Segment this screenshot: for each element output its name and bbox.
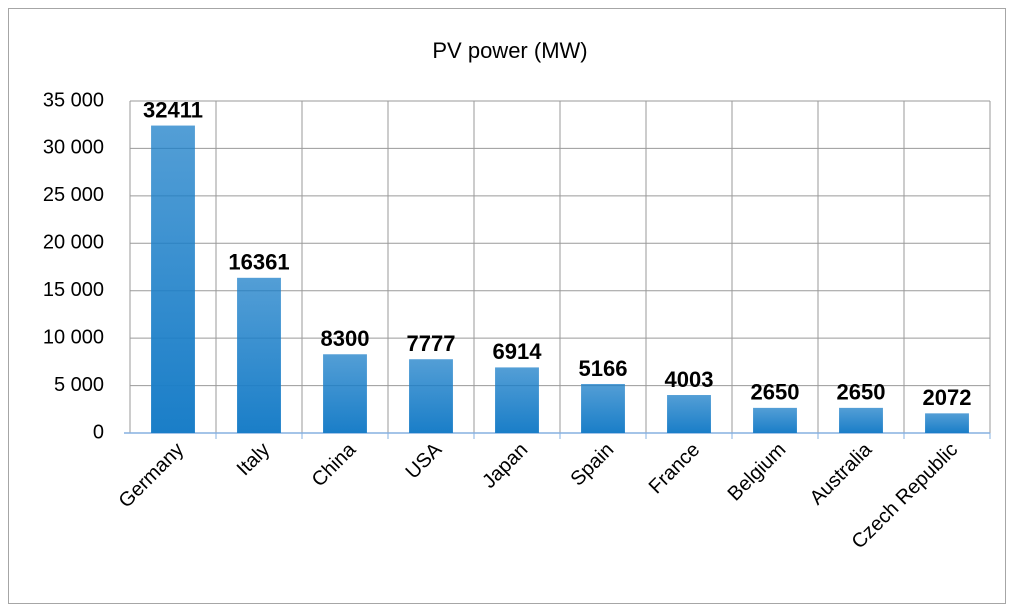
y-tick-label: 25 000 <box>43 184 104 206</box>
bar <box>667 395 711 433</box>
y-tick-label: 5 000 <box>54 374 104 396</box>
value-label: 6914 <box>493 339 543 364</box>
value-label: 2072 <box>923 385 972 410</box>
value-label: 16361 <box>228 250 289 275</box>
value-label: 2650 <box>837 380 886 405</box>
y-tick-label: 35 000 <box>43 89 104 111</box>
chart-title: PV power (MW) <box>432 38 587 63</box>
bar <box>409 359 453 433</box>
bar <box>839 407 883 433</box>
value-label: 5166 <box>579 356 628 381</box>
bar <box>581 383 625 433</box>
bar <box>495 367 539 433</box>
bar <box>925 413 969 433</box>
y-tick-label: 0 <box>93 421 104 443</box>
bar <box>151 125 195 433</box>
y-tick-label: 20 000 <box>43 232 104 254</box>
y-tick-label: 15 000 <box>43 279 104 301</box>
y-tick-label: 30 000 <box>43 137 104 159</box>
value-label: 2650 <box>751 380 800 405</box>
bar <box>237 277 281 433</box>
bar <box>323 354 367 433</box>
y-tick-label: 10 000 <box>43 326 104 348</box>
bar <box>753 407 797 433</box>
value-label: 4003 <box>665 367 714 392</box>
value-label: 8300 <box>321 326 370 351</box>
value-label: 32411 <box>143 97 203 122</box>
value-label: 7777 <box>407 331 456 356</box>
